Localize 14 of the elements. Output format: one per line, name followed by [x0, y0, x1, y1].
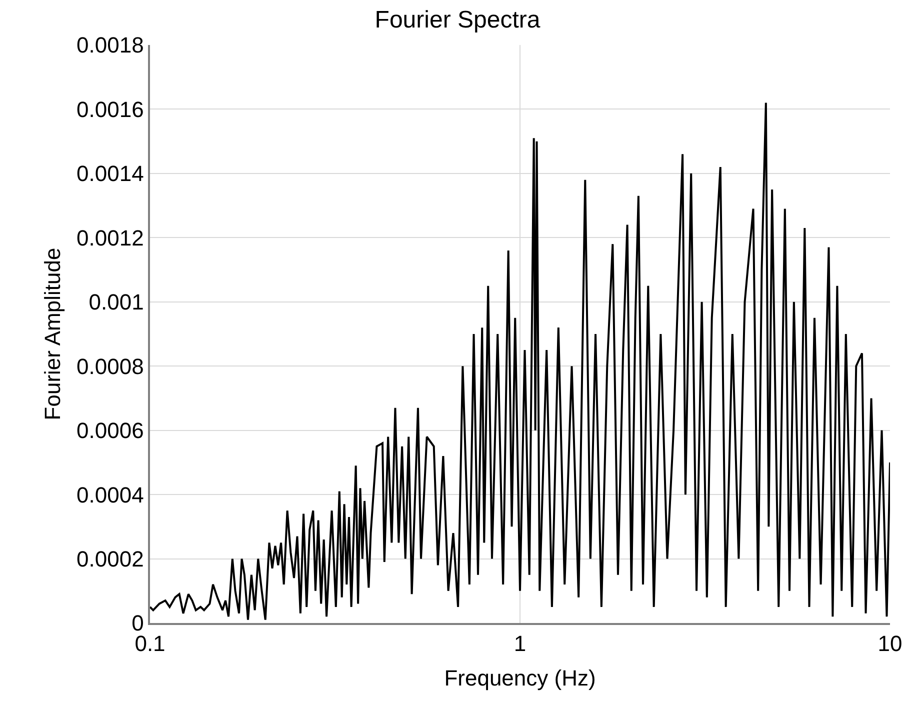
y-tick-label: 0.001 — [88, 290, 144, 315]
y-tick-label: 0.0004 — [76, 482, 144, 508]
y-tick-label: 0.0014 — [76, 161, 144, 186]
y-tick-label: 0.0016 — [76, 96, 144, 122]
y-axis-title: Fourier Amplitude — [40, 248, 65, 420]
y-tick-label: 0.0002 — [76, 546, 144, 572]
x-axis-title: Frequency (Hz) — [444, 666, 596, 691]
y-tick-label: 0.0008 — [76, 354, 144, 379]
y-tick-label: 0.0006 — [76, 418, 144, 444]
x-tick-label: 10 — [878, 631, 902, 656]
x-tick-label: 1 — [514, 631, 526, 656]
y-tick-label: 0.0018 — [76, 32, 144, 58]
y-tick-label: 0.0012 — [76, 225, 144, 250]
chart-title: Fourier Spectra — [374, 6, 541, 34]
